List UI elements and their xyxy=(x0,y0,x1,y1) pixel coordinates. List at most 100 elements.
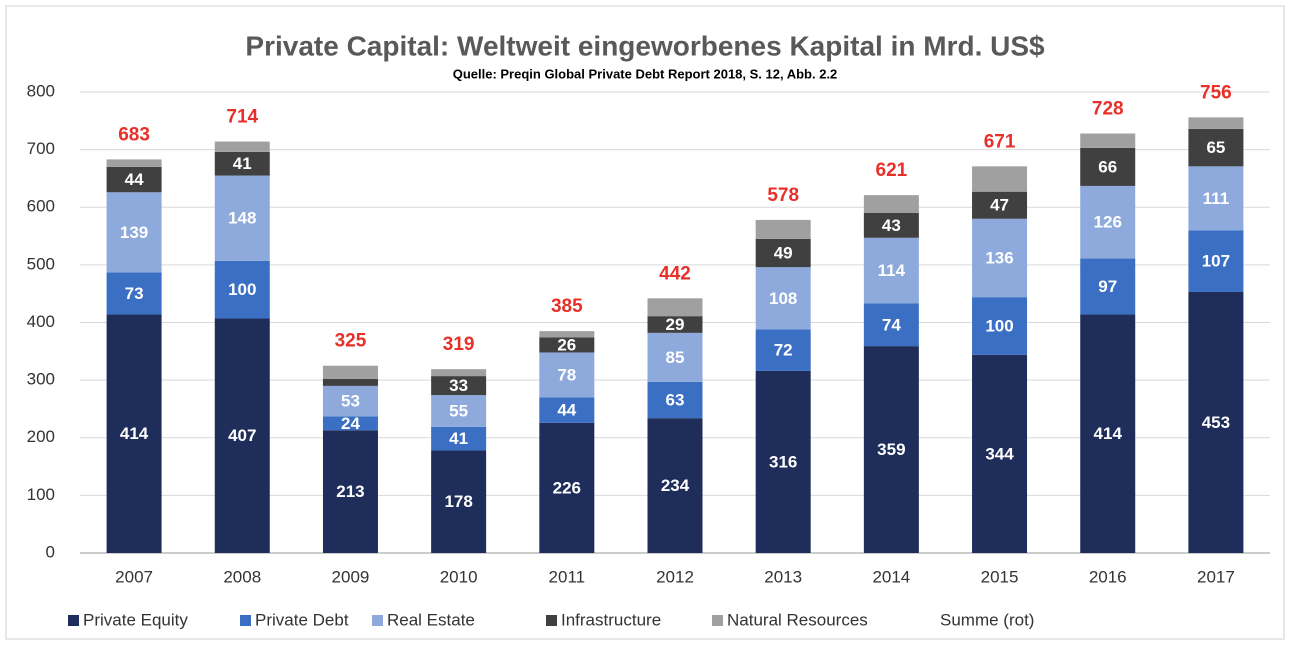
data-label: 414 xyxy=(1094,424,1123,443)
data-label: 44 xyxy=(125,170,144,189)
chart-subtitle: Quelle: Preqin Global Private Debt Repor… xyxy=(453,66,838,81)
total-label: 683 xyxy=(118,124,150,145)
data-label: 85 xyxy=(666,348,685,367)
y-tick-label: 500 xyxy=(27,254,55,273)
bar-segment xyxy=(1188,128,1244,167)
bar-segment xyxy=(214,141,270,152)
y-tick-label: 800 xyxy=(27,81,55,100)
x-tick-label: 2012 xyxy=(656,567,694,586)
data-label: 65 xyxy=(1206,138,1225,157)
bar-segment xyxy=(322,430,378,553)
bar-segment xyxy=(1080,314,1136,553)
legend-label: Natural Resources xyxy=(727,610,868,629)
x-tick-label: 2014 xyxy=(872,567,910,586)
bar-segment xyxy=(106,159,162,167)
bar-segment xyxy=(1188,166,1244,231)
bar-segment xyxy=(214,175,270,261)
bar-segment xyxy=(1080,185,1136,259)
y-tick-label: 700 xyxy=(27,139,55,158)
bar-segment xyxy=(322,385,378,417)
data-label: 213 xyxy=(336,482,364,501)
total-label: 728 xyxy=(1092,99,1124,120)
bar-segment xyxy=(755,329,811,371)
total-label: 756 xyxy=(1200,82,1232,103)
bar-segment xyxy=(863,213,919,238)
bar-segment xyxy=(972,354,1028,553)
bar-segment xyxy=(106,192,162,273)
bar-segment xyxy=(214,151,270,176)
bar-segment xyxy=(431,426,487,451)
bar-segment xyxy=(863,237,919,304)
bar-segment xyxy=(972,191,1028,219)
bar-segment xyxy=(863,346,919,553)
legend-label: Private Equity xyxy=(83,610,188,629)
bar-segment xyxy=(322,378,378,386)
data-label: 73 xyxy=(125,284,144,303)
total-label: 671 xyxy=(984,131,1016,152)
bar-segment xyxy=(647,332,703,382)
data-label: 139 xyxy=(120,223,148,242)
bar-segment xyxy=(755,238,811,268)
bar-segment xyxy=(539,331,595,338)
y-tick-label: 0 xyxy=(46,542,55,561)
y-tick-label: 400 xyxy=(27,312,55,331)
bar-segment xyxy=(322,416,378,431)
x-tick-label: 2008 xyxy=(223,567,261,586)
x-tick-label: 2007 xyxy=(115,567,153,586)
data-label: 111 xyxy=(1203,189,1230,208)
bar-segment xyxy=(431,395,487,427)
bar-segment xyxy=(539,352,595,398)
data-label: 97 xyxy=(1098,277,1117,296)
legend-label: Summe (rot) xyxy=(940,610,1034,629)
data-label: 100 xyxy=(228,280,256,299)
data-label: 453 xyxy=(1202,413,1230,432)
data-label: 414 xyxy=(120,424,149,443)
data-label: 53 xyxy=(341,392,360,411)
data-label: 74 xyxy=(882,315,901,334)
data-label: 344 xyxy=(985,444,1014,463)
bar-segment xyxy=(539,397,595,423)
bar-segment xyxy=(1188,230,1244,292)
total-label: 325 xyxy=(335,331,367,352)
bar-segment xyxy=(1188,117,1244,129)
bar-segment xyxy=(106,166,162,193)
bar-segment xyxy=(647,298,703,317)
bar-segment xyxy=(431,376,487,396)
total-label: 621 xyxy=(876,160,908,181)
data-label: 78 xyxy=(557,365,576,384)
bar-segment xyxy=(214,260,270,319)
bar-segment xyxy=(1080,133,1136,148)
x-tick-label: 2013 xyxy=(764,567,802,586)
data-label: 316 xyxy=(769,452,797,471)
data-label: 359 xyxy=(877,440,905,459)
data-label: 63 xyxy=(666,390,685,409)
bar-segment xyxy=(972,297,1028,355)
y-tick-label: 100 xyxy=(27,485,55,504)
x-tick-label: 2010 xyxy=(440,567,478,586)
total-label: 442 xyxy=(659,263,691,284)
data-label: 41 xyxy=(449,429,468,448)
bar-segment xyxy=(972,166,1028,192)
legend-label: Private Debt xyxy=(255,610,349,629)
total-label: 319 xyxy=(443,334,475,355)
data-label: 114 xyxy=(878,261,906,280)
data-label: 29 xyxy=(666,315,685,334)
bar-segment xyxy=(972,218,1028,298)
total-label: 714 xyxy=(226,107,258,128)
bar-segment xyxy=(863,195,919,214)
bar-segment xyxy=(647,316,703,333)
total-label: 385 xyxy=(551,296,583,317)
data-label: 26 xyxy=(557,335,576,354)
bar-segment xyxy=(1080,147,1136,186)
legend-swatch xyxy=(712,615,723,626)
data-label: 55 xyxy=(449,401,468,420)
y-tick-label: 300 xyxy=(27,370,55,389)
data-label: 108 xyxy=(769,289,797,308)
data-label: 47 xyxy=(990,196,1009,215)
data-label: 178 xyxy=(444,492,472,511)
bar-segment xyxy=(1080,258,1136,315)
y-tick-label: 200 xyxy=(27,427,55,446)
bar-segment xyxy=(431,369,487,377)
x-tick-label: 2011 xyxy=(549,567,586,586)
